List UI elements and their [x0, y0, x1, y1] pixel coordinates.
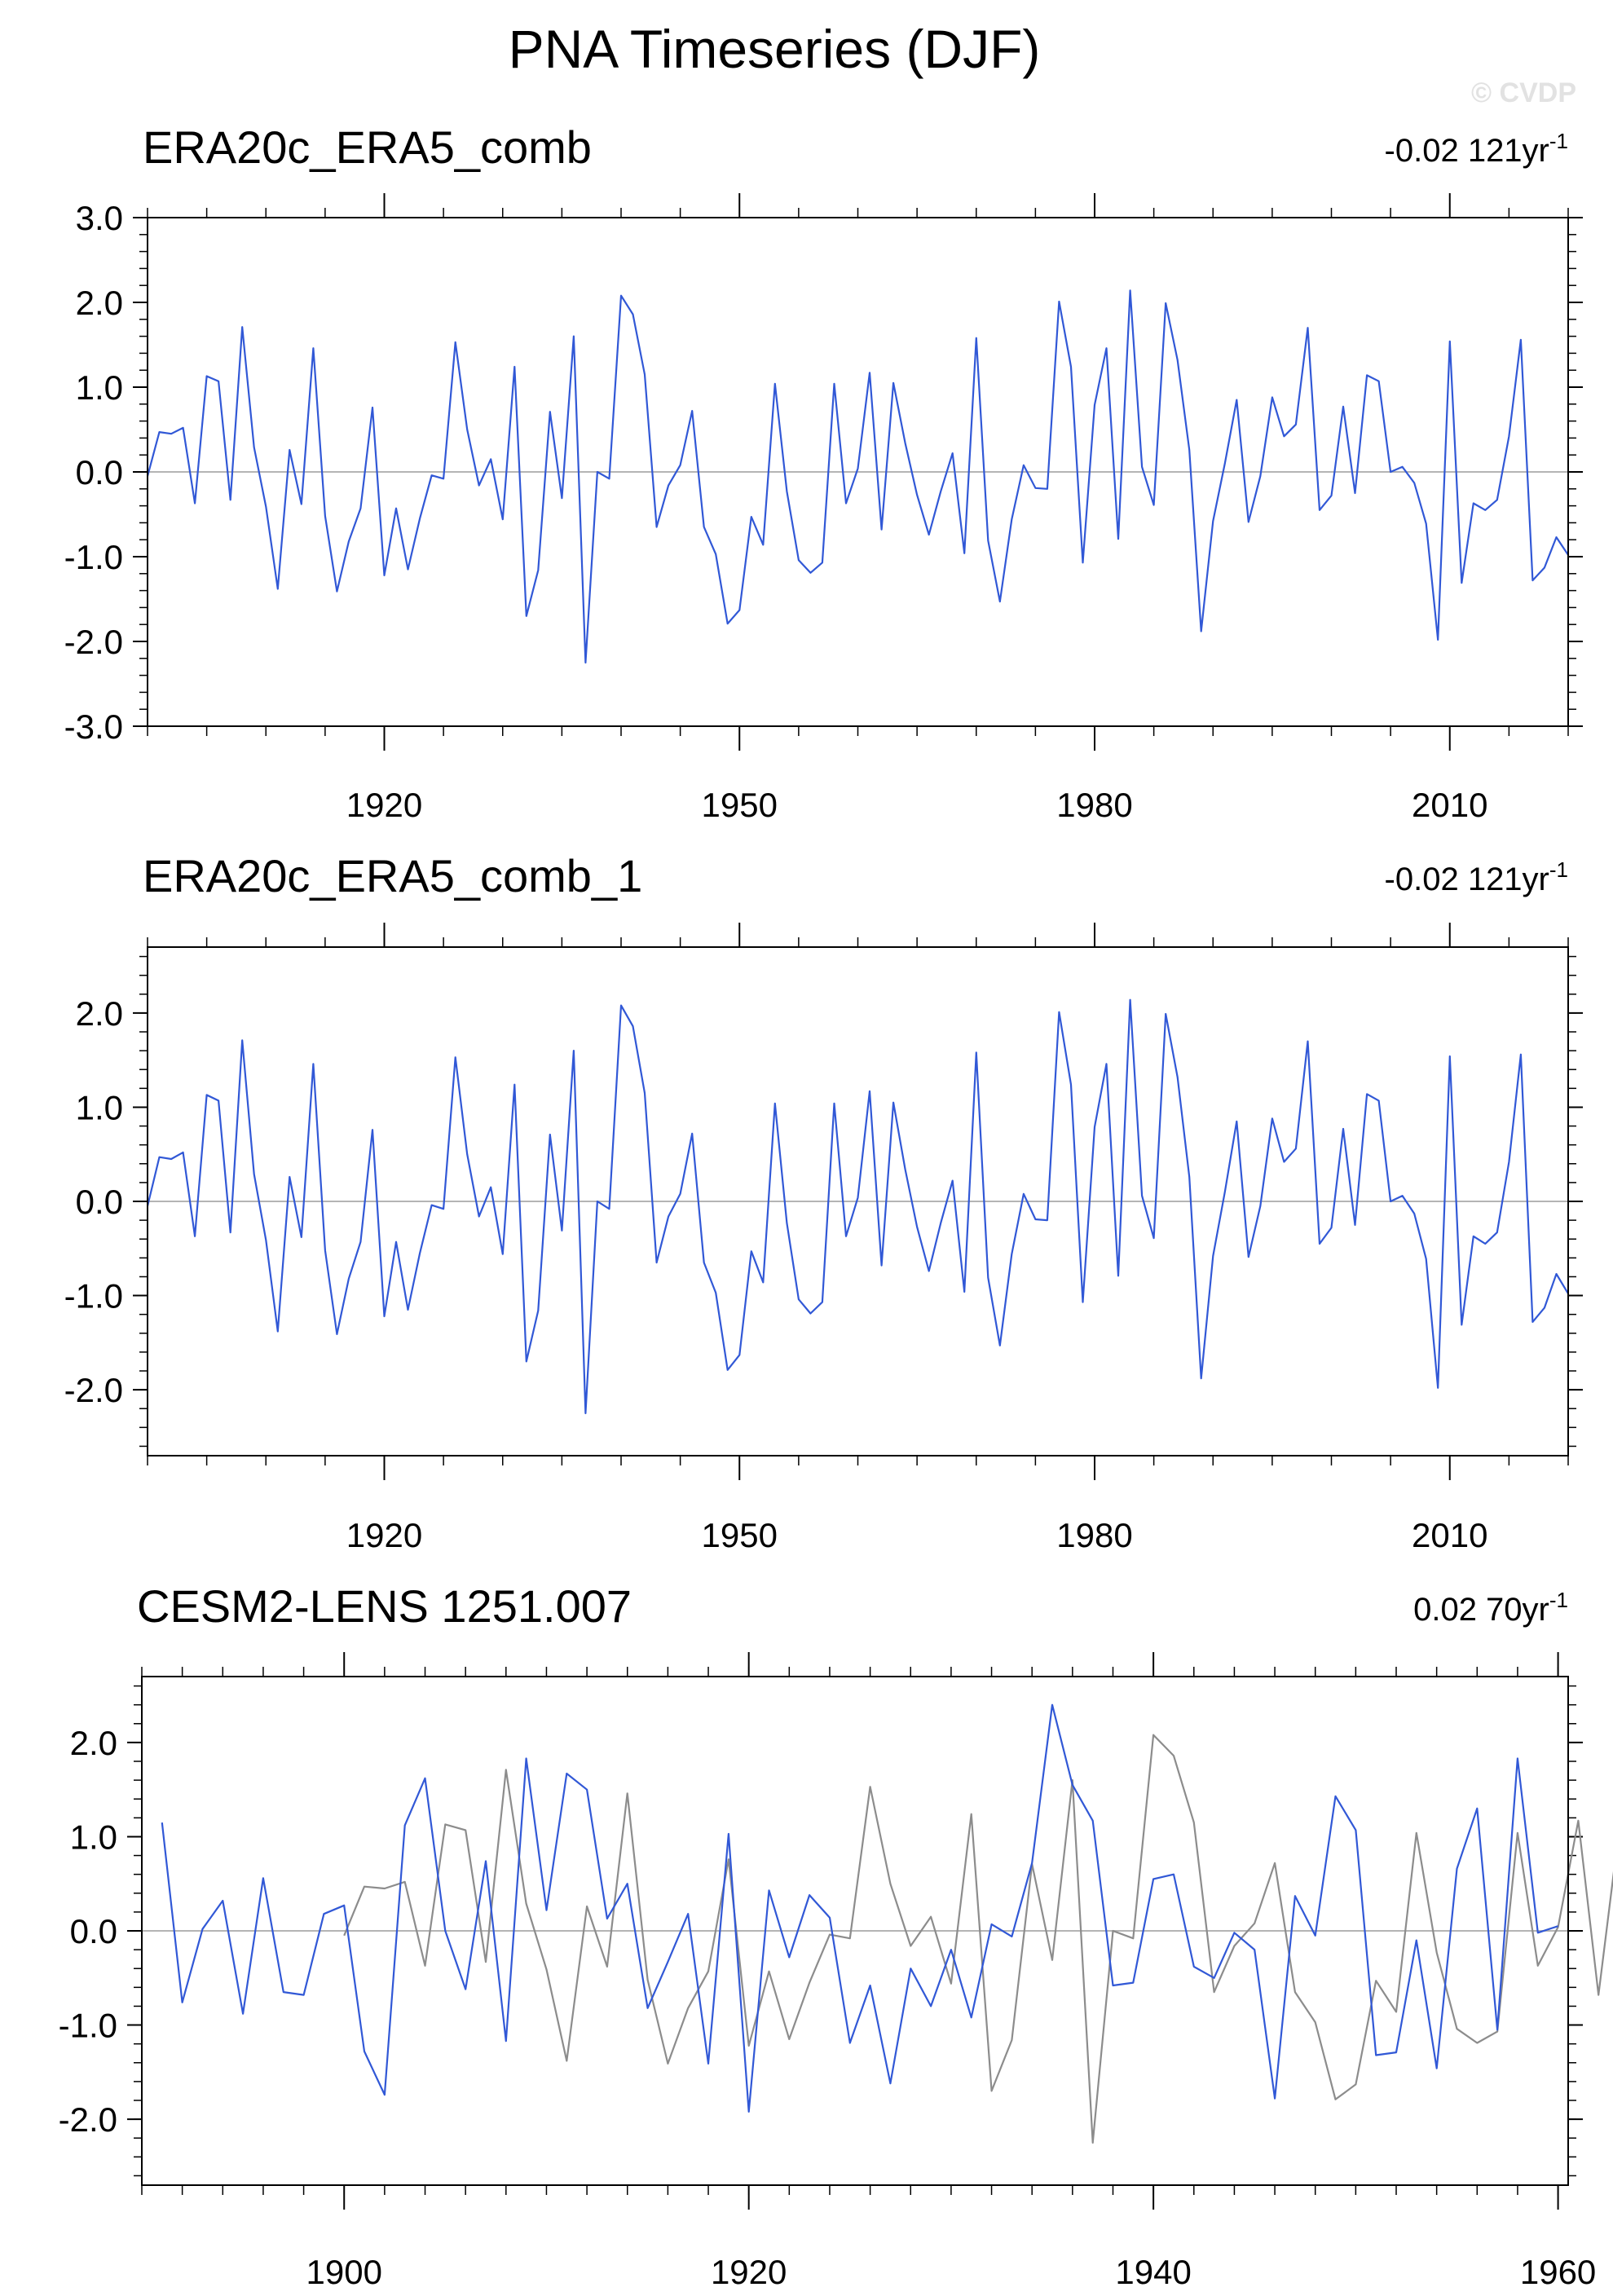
chart-panel-2: ERA20c_ERA5_comb_1 -0.02 121yr-1 2.0 1.0 0.0…	[64, 850, 1583, 1554]
x-tick-label: 1980	[1056, 1516, 1132, 1554]
y-tick-label: -2.0	[59, 2100, 117, 2139]
y-tick-label: 0.0	[76, 453, 123, 491]
y-tick-label: 2.0	[76, 994, 123, 1033]
x-tick-label: 1940	[1115, 2253, 1191, 2291]
series-line-primary	[146, 998, 1569, 1415]
x-tick-label: 1950	[702, 1516, 778, 1554]
x-tick-label: 1950	[702, 786, 778, 824]
y-tick-label: 2.0	[76, 284, 123, 322]
series-line-primary	[146, 289, 1569, 664]
y-tick-label: -3.0	[64, 707, 123, 746]
plot-frame	[147, 217, 1569, 727]
y-tick-label: -2.0	[64, 623, 123, 661]
y-tick-label: -1.0	[59, 2007, 117, 2045]
panel-title: CESM2-LENS 1251.007	[137, 1580, 632, 1632]
y-tick-label: 1.0	[76, 368, 123, 407]
panel-title: ERA20c_ERA5_comb_1	[143, 850, 642, 901]
y-tick-label: 1.0	[76, 1088, 123, 1126]
x-tick-label: 1960	[1520, 2253, 1596, 2291]
y-tick-label: -2.0	[64, 1371, 123, 1409]
main-title: PNA Timeseries (DJF)	[508, 19, 1041, 79]
x-tick-label: 1920	[711, 2253, 787, 2291]
watermark: © CVDP	[1471, 77, 1576, 108]
y-tick-label: 2.0	[70, 1724, 117, 1762]
x-tick-label: 2010	[1412, 1516, 1487, 1554]
y-tick-label: 0.0	[76, 1183, 123, 1221]
y-tick-label: 1.0	[70, 1818, 117, 1856]
series-line-observations	[343, 1734, 1613, 2144]
trend-label: 0.02 70yr-1	[1413, 1588, 1568, 1628]
y-tick-label: 0.0	[70, 1912, 117, 1950]
x-tick-label: 1900	[306, 2253, 382, 2291]
chart-panel-3: CESM2-LENS 1251.007 0.02 70yr-1 2.0 1.0 0.0 -…	[59, 1580, 1613, 2291]
plot-frame	[147, 946, 1569, 1456]
x-tick-label: 1920	[346, 1516, 422, 1554]
y-tick-label: 3.0	[76, 199, 123, 237]
series-line-primary	[161, 1703, 1558, 2113]
x-tick-label: 1920	[346, 786, 422, 824]
chart-panel-1: ERA20c_ERA5_comb -0.02 121yr-1 3.0 2.0 1.0 0.…	[64, 121, 1583, 824]
trend-label: -0.02 121yr-1	[1385, 857, 1568, 897]
plot-frame	[141, 1676, 1569, 2186]
trend-label: -0.02 121yr-1	[1385, 129, 1568, 169]
y-tick-label: -1.0	[64, 538, 123, 576]
y-tick-label: -1.0	[64, 1277, 123, 1315]
panel-title: ERA20c_ERA5_comb	[143, 121, 592, 173]
x-tick-label: 2010	[1412, 786, 1487, 824]
x-tick-label: 1980	[1056, 786, 1132, 824]
